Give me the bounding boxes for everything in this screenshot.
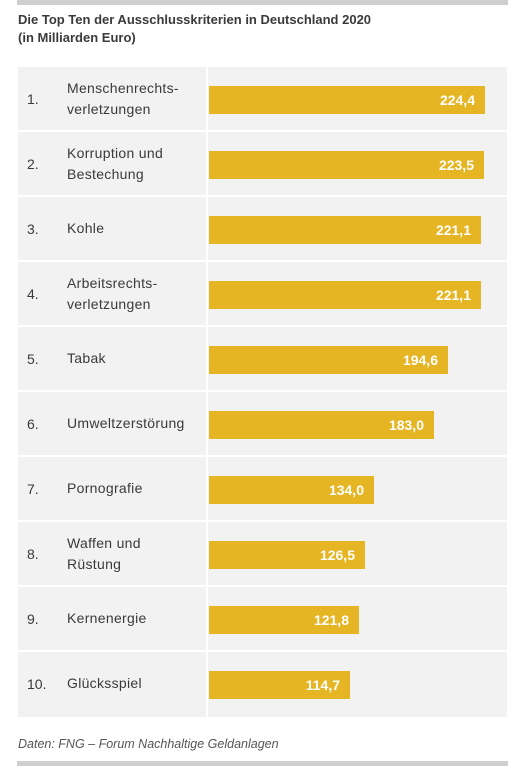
category-label-text: Kernenergie (67, 610, 147, 626)
value-label: 223,5 (438, 157, 474, 173)
bar-row: 3. Kohle 221,1 (18, 197, 507, 262)
category-label-text: Korruption und Bestechung (67, 144, 164, 182)
bar-row: 1. Menschenrechts- verletzungen 224,4 (18, 67, 507, 132)
category-label-text: Glücksspiel (67, 675, 142, 691)
rank-label: 6. (27, 415, 39, 432)
value-label: 121,8 (313, 612, 349, 628)
bar-row: 5. Tabak 194,6 (18, 327, 507, 392)
row-divider (18, 455, 507, 457)
bar (209, 86, 485, 114)
value-label: 134,0 (328, 482, 364, 498)
bar (209, 671, 350, 699)
bar-row: 6. Umweltzerstörung 183,0 (18, 392, 507, 457)
rank-label: 8. (27, 545, 39, 562)
category-label-text: Kohle (67, 220, 105, 236)
value-label: 221,1 (435, 287, 471, 303)
category-label: Menschenrechts- verletzungen (67, 67, 205, 130)
row-divider (18, 390, 507, 392)
category-label: Kernenergie (67, 587, 205, 650)
bar-row: 9. Kernenergie 121,8 (18, 587, 507, 652)
category-label-text: Menschenrechts- verletzungen (67, 79, 179, 117)
value-label: 221,1 (435, 222, 471, 238)
rank-label: 2. (27, 155, 39, 172)
category-label: Arbeitsrechts- verletzungen (67, 262, 205, 325)
bar (209, 151, 484, 179)
bar (209, 346, 448, 374)
bar-row: 4. Arbeitsrechts- verletzungen 221,1 (18, 262, 507, 327)
value-label: 183,0 (388, 417, 424, 433)
bar (209, 216, 481, 244)
category-label-text: Arbeitsrechts- verletzungen (67, 274, 158, 312)
category-label: Glücksspiel (67, 652, 205, 715)
row-divider (18, 585, 507, 587)
rank-label: 3. (27, 220, 39, 237)
bar (209, 411, 434, 439)
rank-label: 5. (27, 350, 39, 367)
chart-panel: 1. Menschenrechts- verletzungen 224,4 2. Kor… (18, 67, 507, 717)
row-divider (18, 195, 507, 197)
column-divider (206, 67, 208, 717)
category-label-text: Waffen und Rüstung (67, 534, 141, 572)
category-label: Korruption und Bestechung (67, 132, 205, 195)
top-rule (17, 0, 508, 5)
bar-row: 2. Korruption und Bestechung 223,5 (18, 132, 507, 197)
value-label: 194,6 (402, 352, 438, 368)
bar (209, 541, 365, 569)
row-divider (18, 260, 507, 262)
rank-label: 4. (27, 285, 39, 302)
value-label: 114,7 (305, 677, 340, 693)
bar-row: 10. Glücksspiel 114,7 (18, 652, 507, 715)
bar (209, 281, 481, 309)
category-label: Tabak (67, 327, 205, 390)
category-label-text: Pornografie (67, 480, 143, 496)
row-divider (18, 520, 507, 522)
category-label: Umweltzerstörung (67, 392, 205, 455)
chart-title-line1: Die Top Ten der Ausschlusskriterien in D… (18, 12, 372, 27)
category-label: Pornografie (67, 457, 205, 520)
category-label: Kohle (67, 197, 205, 260)
bar (209, 476, 374, 504)
source-note: Daten: FNG – Forum Nachhaltige Geldanlag… (18, 737, 279, 751)
bottom-rule (17, 761, 508, 766)
bar (209, 606, 359, 634)
value-label: 224,4 (439, 92, 475, 108)
value-label: 126,5 (319, 547, 355, 563)
category-label-text: Umweltzerstörung (67, 415, 185, 431)
row-divider (18, 325, 507, 327)
rank-label: 7. (27, 480, 39, 497)
row-divider (18, 650, 507, 652)
chart-title-line2: (in Milliarden Euro) (18, 30, 136, 45)
rank-label: 1. (27, 90, 39, 107)
category-label: Waffen und Rüstung (67, 522, 205, 585)
rank-label: 9. (27, 610, 39, 627)
rank-label: 10. (27, 675, 47, 692)
chart-title: Die Top Ten der Ausschlusskriterien in D… (18, 11, 498, 47)
bar-row: 8. Waffen und Rüstung 126,5 (18, 522, 507, 587)
row-divider (18, 130, 507, 132)
category-label-text: Tabak (67, 350, 106, 366)
bar-row: 7. Pornografie 134,0 (18, 457, 507, 522)
